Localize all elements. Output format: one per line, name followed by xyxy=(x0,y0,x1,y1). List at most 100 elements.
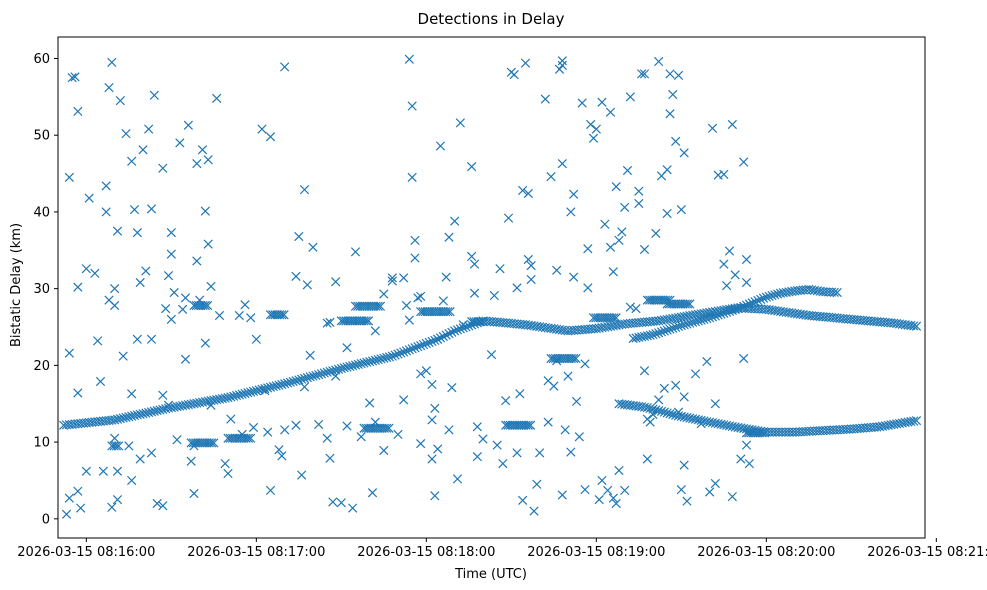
data-point xyxy=(231,390,242,401)
data-point xyxy=(339,363,349,373)
data-point xyxy=(676,411,686,422)
data-point xyxy=(514,420,524,430)
data-point xyxy=(189,441,199,451)
data-point xyxy=(685,299,695,309)
data-point xyxy=(291,271,301,281)
data-point xyxy=(390,350,400,360)
data-point xyxy=(166,228,176,238)
data-point xyxy=(413,342,423,352)
data-point xyxy=(101,181,111,191)
data-point xyxy=(429,307,439,317)
data-point xyxy=(518,185,528,196)
data-point xyxy=(724,306,735,316)
data-point xyxy=(189,398,199,409)
data-point xyxy=(248,386,259,397)
data-point xyxy=(110,300,120,311)
data-point xyxy=(911,415,922,426)
data-point xyxy=(206,281,216,291)
data-point xyxy=(753,295,763,306)
data-point xyxy=(379,423,390,433)
data-point xyxy=(569,189,579,199)
data-point xyxy=(328,497,338,507)
data-point xyxy=(158,163,168,173)
data-point xyxy=(588,133,599,143)
data-point xyxy=(671,322,681,332)
data-point xyxy=(359,301,370,311)
data-point xyxy=(685,413,695,423)
data-point xyxy=(420,307,430,317)
data-point xyxy=(243,388,253,398)
data-point xyxy=(637,69,647,79)
data-point xyxy=(529,506,539,516)
data-point xyxy=(564,353,574,364)
data-point xyxy=(371,301,381,311)
data-point xyxy=(574,432,584,442)
data-point xyxy=(343,316,353,326)
data-point xyxy=(240,388,250,399)
data-point xyxy=(217,393,227,404)
data-point xyxy=(693,415,703,425)
data-point xyxy=(416,369,426,379)
data-point xyxy=(900,417,910,428)
x-tick-label: 2026-03-15 08:17:00 xyxy=(187,545,325,560)
data-point xyxy=(416,307,426,317)
data-point xyxy=(124,441,134,451)
data-point xyxy=(336,316,346,326)
data-point xyxy=(399,273,409,283)
data-point xyxy=(127,156,137,166)
data-point xyxy=(744,299,754,309)
data-point xyxy=(662,208,672,219)
data-point xyxy=(350,360,361,370)
data-point xyxy=(410,235,420,245)
data-point xyxy=(328,366,338,376)
data-point xyxy=(379,353,389,363)
data-point xyxy=(95,376,106,387)
data-point xyxy=(550,353,561,364)
data-point xyxy=(464,321,474,331)
y-axis-label: Bistatic Delay (km) xyxy=(9,223,24,347)
y-tick-label: 10 xyxy=(33,436,50,451)
chart-title: Detections in Delay xyxy=(418,10,565,28)
data-point xyxy=(200,438,210,448)
data-point xyxy=(722,420,732,430)
data-point xyxy=(294,231,304,242)
data-point xyxy=(314,419,324,430)
data-point xyxy=(350,247,361,257)
data-point xyxy=(440,307,451,317)
data-point xyxy=(299,185,310,195)
data-point xyxy=(192,158,202,169)
data-point xyxy=(744,428,754,438)
data-point xyxy=(206,395,216,406)
data-point xyxy=(690,317,701,327)
data-point xyxy=(152,406,162,416)
data-point xyxy=(673,321,684,332)
data-point xyxy=(180,400,191,410)
data-point xyxy=(642,402,652,413)
data-point xyxy=(611,498,621,509)
data-point xyxy=(178,400,188,411)
data-point xyxy=(688,317,698,328)
data-point xyxy=(512,420,522,430)
data-point xyxy=(467,317,477,327)
data-point xyxy=(611,320,621,330)
data-point xyxy=(710,311,720,321)
data-point xyxy=(183,120,193,130)
data-point xyxy=(521,420,531,430)
data-point xyxy=(166,249,176,259)
data-point xyxy=(129,410,140,421)
data-point xyxy=(642,295,652,305)
data-point xyxy=(223,433,233,443)
data-point xyxy=(370,326,380,336)
data-point xyxy=(654,328,664,338)
y-tick-label: 30 xyxy=(33,282,50,297)
data-point xyxy=(277,310,287,320)
data-point xyxy=(345,361,355,372)
data-point xyxy=(750,297,760,307)
data-point xyxy=(673,411,684,421)
data-point xyxy=(458,320,468,330)
data-point xyxy=(98,466,108,476)
data-point xyxy=(736,454,746,464)
data-point xyxy=(651,329,661,339)
data-point xyxy=(586,119,596,130)
data-point xyxy=(353,301,363,311)
